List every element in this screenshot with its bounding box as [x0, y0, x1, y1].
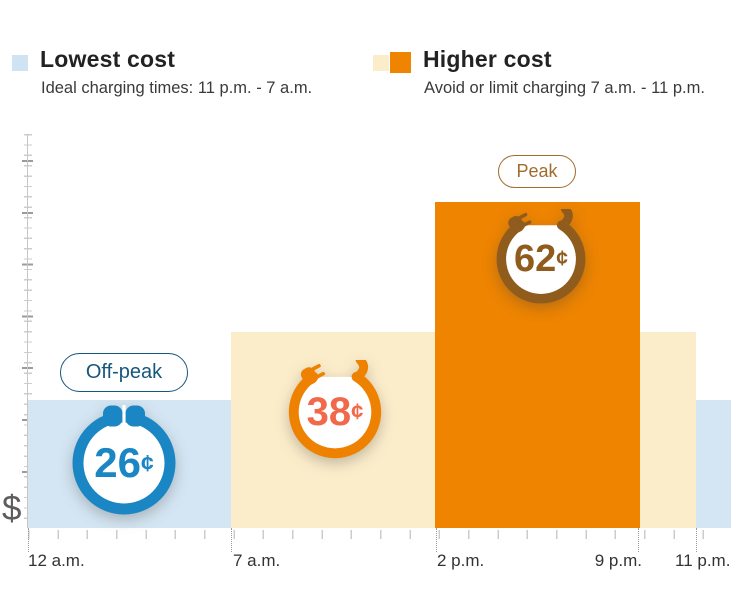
- lowest-cost-subtitle: Ideal charging times: 11 p.m. - 7 a.m.: [41, 79, 313, 97]
- cent-sign: ¢: [556, 247, 568, 270]
- lowest-cost-swatch: [12, 55, 28, 71]
- peak-pill-label: Peak: [516, 161, 558, 181]
- x-label-12am: 12 a.m.: [28, 551, 85, 570]
- x-label-11pm: 11 p.m.: [675, 551, 731, 570]
- guide-2pm: [436, 528, 437, 552]
- off-peak-pill: Off-peak: [60, 353, 188, 392]
- offpeak-rate-value: 26 ¢: [94, 439, 154, 486]
- peak-rate-value: 62 ¢: [514, 237, 568, 280]
- guide-7am: [231, 528, 232, 552]
- higher-cost-subtitle: Avoid or limit charging 7 a.m. - 11 p.m.: [424, 79, 705, 97]
- guide-11pm: [696, 528, 697, 552]
- off-peak-pill-label: Off-peak: [85, 361, 163, 383]
- y-axis-line: [27, 134, 28, 528]
- higher-cost-dark-swatch: [390, 52, 411, 73]
- guide-9pm: [638, 528, 639, 552]
- plug-disconnected-icon: [496, 209, 586, 304]
- higher-cost-title: Higher cost: [423, 46, 552, 72]
- x-label-2pm: 2 p.m.: [437, 551, 485, 570]
- midpeak-rate-value: 38 ¢: [306, 389, 364, 434]
- x-axis-hour-ticks: [28, 530, 732, 539]
- cent-sign: ¢: [140, 449, 154, 476]
- x-label-7am: 7 a.m.: [233, 551, 281, 570]
- plug-connected-icon: [72, 405, 176, 515]
- midpeak-rate-badge: 38 ¢: [283, 360, 387, 464]
- y-axis-dollar-label: $: [2, 489, 22, 528]
- peak-rate-badge: 62 ¢: [491, 209, 591, 309]
- lowest-cost-title: Lowest cost: [40, 46, 176, 72]
- peak-pill: Peak: [498, 155, 576, 188]
- bar-midpeak-9pm-11pm: [640, 332, 696, 528]
- bar-offpeak-11pm-12am: [696, 400, 731, 528]
- plug-disconnected-icon: [288, 360, 382, 459]
- x-label-9pm: 9 p.m.: [594, 551, 642, 570]
- cent-sign: ¢: [351, 399, 364, 424]
- offpeak-rate-badge: 26 ¢: [66, 405, 182, 521]
- higher-cost-light-swatch: [373, 55, 389, 71]
- guide-12am: [28, 528, 29, 552]
